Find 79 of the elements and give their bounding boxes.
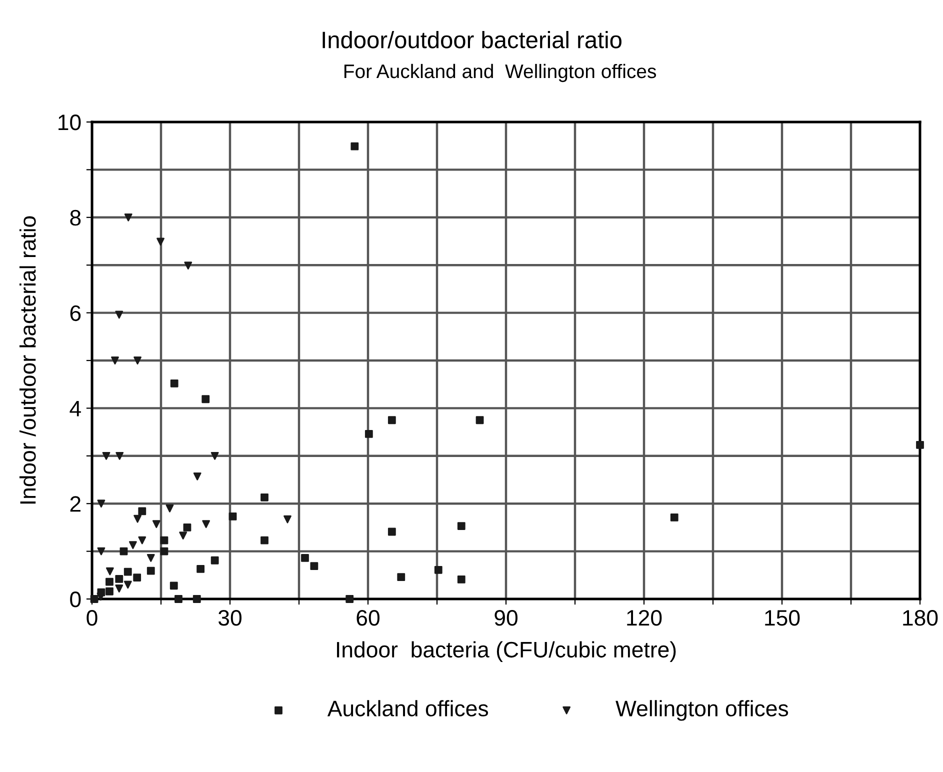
point xyxy=(160,547,168,556)
point xyxy=(138,507,146,516)
point xyxy=(192,595,201,603)
point xyxy=(228,512,237,520)
point xyxy=(301,554,309,562)
x-tick-label: 0 xyxy=(86,610,98,626)
point xyxy=(916,440,924,449)
point xyxy=(260,493,268,502)
point xyxy=(284,515,292,524)
point xyxy=(364,430,373,438)
point xyxy=(170,582,178,590)
y-tick-label: 6 xyxy=(70,305,81,322)
point xyxy=(457,522,466,530)
point xyxy=(97,500,106,508)
point xyxy=(124,580,132,589)
point xyxy=(166,504,174,512)
legend-label: Wellington offices xyxy=(616,700,788,721)
point xyxy=(90,595,98,603)
point xyxy=(346,595,354,603)
point xyxy=(106,587,114,596)
x-tick-label: 120 xyxy=(627,610,662,626)
point xyxy=(476,416,484,424)
point xyxy=(116,452,124,460)
point xyxy=(210,556,219,564)
point xyxy=(193,472,202,480)
point xyxy=(434,566,442,574)
point xyxy=(124,568,132,576)
point xyxy=(388,528,396,536)
point xyxy=(202,520,210,528)
point xyxy=(310,562,318,570)
x-tick-label: 180 xyxy=(903,610,938,626)
point xyxy=(102,452,110,460)
point xyxy=(174,595,182,603)
point xyxy=(350,142,359,150)
y-tick-label: 0 xyxy=(70,592,81,608)
point xyxy=(196,564,205,573)
point xyxy=(134,514,142,523)
x-tick-label: 30 xyxy=(218,610,242,626)
point xyxy=(260,536,268,544)
point xyxy=(388,416,396,424)
point xyxy=(106,567,114,576)
point xyxy=(670,513,678,522)
x-tick-label: 90 xyxy=(494,610,518,626)
chart-subtitle: For Auckland and Wellington offices xyxy=(344,64,656,82)
point xyxy=(106,578,114,586)
point xyxy=(128,541,137,550)
point xyxy=(156,238,164,246)
point xyxy=(124,213,132,222)
x-axis-title: Indoor bacteria (CFU/cubic metre) xyxy=(337,641,676,662)
x-tick-label: 150 xyxy=(765,610,800,626)
point xyxy=(97,547,106,556)
y-tick-label: 4 xyxy=(70,400,81,416)
point xyxy=(115,310,124,319)
point xyxy=(397,573,406,582)
point xyxy=(115,575,124,583)
legend-label: Auckland offices xyxy=(327,700,488,716)
point xyxy=(457,575,466,584)
point xyxy=(120,547,128,556)
point xyxy=(138,536,146,544)
point xyxy=(115,584,124,592)
y-tick-label: 2 xyxy=(70,496,80,512)
point xyxy=(146,554,155,562)
y-axis-title: Indoor /outdoor bacterial ratio xyxy=(19,216,36,504)
point xyxy=(152,520,160,528)
point xyxy=(183,524,192,532)
point xyxy=(179,532,188,540)
y-tick-label: 8 xyxy=(70,210,81,226)
x-tick-label: 60 xyxy=(356,610,380,626)
point xyxy=(146,566,155,575)
point xyxy=(210,452,219,460)
point xyxy=(184,262,192,270)
chart-title: Indoor/outdoor bacterial ratio xyxy=(322,30,622,48)
point xyxy=(111,356,119,364)
point xyxy=(170,379,178,388)
point xyxy=(134,356,142,364)
point xyxy=(133,574,142,582)
point xyxy=(202,395,210,404)
y-tick-label: 10 xyxy=(58,114,81,130)
point xyxy=(160,536,168,544)
